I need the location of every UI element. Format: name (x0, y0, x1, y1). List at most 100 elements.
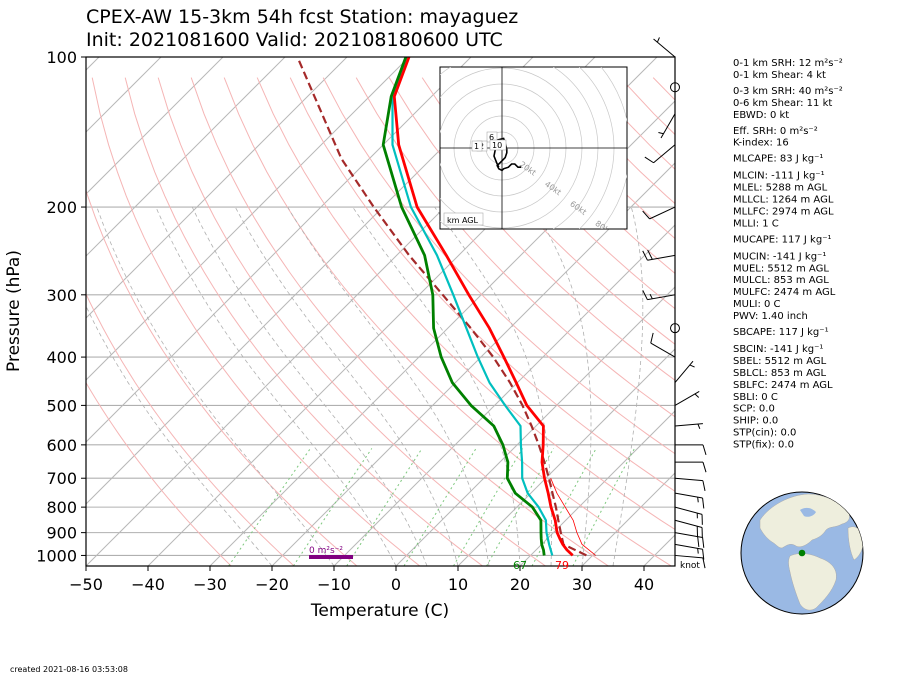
dry-adiabat (421, 77, 675, 345)
wind-barb-staff (674, 554, 703, 559)
y-tick-label: 700 (46, 469, 77, 488)
index-line: Eff. SRH: 0 m²s⁻² (733, 126, 818, 137)
hodograph-legend: km AGL (447, 216, 479, 225)
moist-adiabat (96, 206, 335, 566)
dry-adiabat (289, 77, 675, 492)
wind-barb-staff (674, 506, 703, 515)
index-line: 0-1 km Shear: 4 kt (733, 70, 826, 81)
wind-barb-half-flag (649, 293, 653, 300)
dewpoint-line (381, 57, 546, 556)
station-globe (740, 491, 864, 615)
hodograph-height-label: 10 (492, 141, 502, 150)
x-tick-label: −40 (131, 575, 165, 594)
index-line: MLEL: 5288 m AGL (733, 183, 828, 194)
wetbulb-line (391, 57, 554, 556)
x-tick-label: 30 (572, 575, 592, 594)
created-timestamp: created 2021-08-16 03:53:08 (10, 665, 128, 674)
isotherm-line (457, 348, 675, 566)
wind-barb-staff (649, 206, 676, 220)
wind-barb-flag (702, 444, 707, 456)
index-line: MULCL: 853 m AGL (733, 275, 829, 286)
wind-barb-staff (674, 360, 694, 383)
dry-adiabat (388, 77, 675, 381)
dry-adiabat (91, 77, 421, 566)
x-tick-label: −20 (255, 575, 289, 594)
x-tick-label: 10 (448, 575, 468, 594)
wind-barb-half-flag (697, 423, 701, 430)
mixing-ratio-line (486, 448, 555, 566)
isotherm-line (519, 410, 675, 566)
wind-barb-flag (642, 290, 648, 300)
south-america-land (788, 553, 837, 611)
wind-barb-flag (650, 332, 654, 344)
index-line: SBLI: 0 C (733, 392, 778, 403)
dry-adiabat (223, 77, 672, 566)
y-tick-label: 1000 (36, 546, 77, 565)
y-axis-label: Pressure (hPa) (4, 250, 24, 372)
hodograph-ring-label: 80kt (593, 219, 613, 237)
index-line: MLCIN: -111 J kg⁻¹ (733, 171, 825, 182)
wind-barb-flag (702, 497, 705, 509)
x-tick-label: 40 (634, 575, 654, 594)
wind-barb-staff (674, 519, 703, 528)
wind-barb-flag (702, 462, 707, 473)
wind-barbs (642, 37, 707, 569)
isotherm-line (86, 57, 286, 257)
wind-barb-half-flag (656, 37, 660, 43)
index-line: SBLFC: 2474 m AGL (733, 380, 833, 391)
index-line: 0-1 km SRH: 12 m²s⁻² (733, 58, 843, 69)
wind-barb-half-flag (658, 132, 664, 135)
index-line: MULI: 0 C (733, 299, 781, 310)
profile-lines (296, 57, 596, 557)
index-line: 0-3 km SRH: 40 m²s⁻² (733, 86, 843, 97)
y-tick-label: 800 (46, 498, 77, 517)
x-tick-label: −30 (193, 575, 227, 594)
hodograph-height-box (489, 139, 507, 151)
chart-title-line1: CPEX-AW 15-3km 54h fcst Station: mayague… (86, 6, 518, 28)
hodograph-height-labels: 61021 (471, 131, 507, 152)
y-tick-label: 500 (46, 396, 77, 415)
dry-adiabat (86, 381, 232, 566)
x-tick-label: −50 (69, 575, 103, 594)
mixing-ratio-line (531, 448, 597, 566)
great-lakes (800, 507, 816, 517)
dry-adiabat (454, 77, 675, 310)
index-line: MUEL: 5512 m AGL (733, 263, 829, 274)
wind-barb-flag (642, 210, 650, 220)
index-line: MUCIN: -141 J kg⁻¹ (733, 251, 826, 262)
north-america-land (759, 493, 850, 549)
y-tick-label: 200 (46, 198, 77, 217)
hodograph-height-label: 1 (474, 142, 479, 151)
index-line: MLLCL: 1264 m AGL (733, 195, 834, 206)
index-line: STP(fix): 0.0 (733, 440, 794, 451)
wind-barb-staff (674, 477, 703, 482)
x-tick-label: 20 (510, 575, 530, 594)
srh-bar (309, 555, 353, 559)
parcel-trace-line (296, 57, 587, 557)
index-line: EBWD: 0 kt (733, 110, 789, 121)
moist-adiabat (191, 206, 428, 566)
index-line: 0-6 km Shear: 11 kt (733, 98, 832, 109)
wind-barb-staff (653, 38, 676, 58)
wind-barb-staff (650, 342, 676, 358)
y-tick-label: 600 (46, 436, 77, 455)
index-line: SBEL: 5512 m AGL (733, 356, 827, 367)
x-tick-label: −10 (317, 575, 351, 594)
isotherm-line (86, 57, 472, 443)
dry-adiabat (322, 77, 675, 455)
isotherm-line (86, 57, 348, 319)
index-line: SBCIN: -141 J kg⁻¹ (733, 344, 823, 355)
surface-dewpoint-label: 67 (513, 559, 527, 572)
wind-barb-half-flag (689, 364, 695, 368)
dry-adiabat (86, 292, 295, 566)
wind-barb-flag (644, 156, 654, 164)
wind-barb-flag (702, 537, 705, 548)
dry-adiabat (124, 77, 483, 566)
calm-wind-circle (670, 82, 680, 93)
y-tick-label: 300 (46, 286, 77, 305)
moist-adiabat (86, 305, 273, 566)
index-line: PWV: 1.40 inch (733, 311, 808, 322)
